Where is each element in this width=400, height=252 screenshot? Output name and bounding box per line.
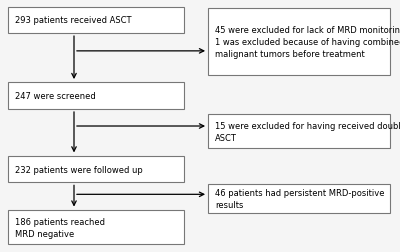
FancyBboxPatch shape bbox=[208, 184, 390, 213]
Text: 15 were excluded for having received double
ASCT: 15 were excluded for having received dou… bbox=[215, 121, 400, 142]
FancyBboxPatch shape bbox=[8, 8, 184, 34]
FancyBboxPatch shape bbox=[208, 9, 390, 76]
Text: 46 patients had persistent MRD-positive
results: 46 patients had persistent MRD-positive … bbox=[215, 188, 385, 209]
Text: 293 patients received ASCT: 293 patients received ASCT bbox=[15, 16, 132, 25]
FancyBboxPatch shape bbox=[8, 210, 184, 244]
Text: 247 were screened: 247 were screened bbox=[15, 92, 96, 101]
Text: 232 patients were followed up: 232 patients were followed up bbox=[15, 165, 143, 174]
FancyBboxPatch shape bbox=[8, 156, 184, 183]
Text: 45 were excluded for lack of MRD monitoring
1 was excluded because of having com: 45 were excluded for lack of MRD monitor… bbox=[215, 26, 400, 58]
FancyBboxPatch shape bbox=[8, 83, 184, 110]
Text: 186 patients reached
MRD negative: 186 patients reached MRD negative bbox=[15, 217, 105, 238]
FancyBboxPatch shape bbox=[208, 115, 390, 149]
